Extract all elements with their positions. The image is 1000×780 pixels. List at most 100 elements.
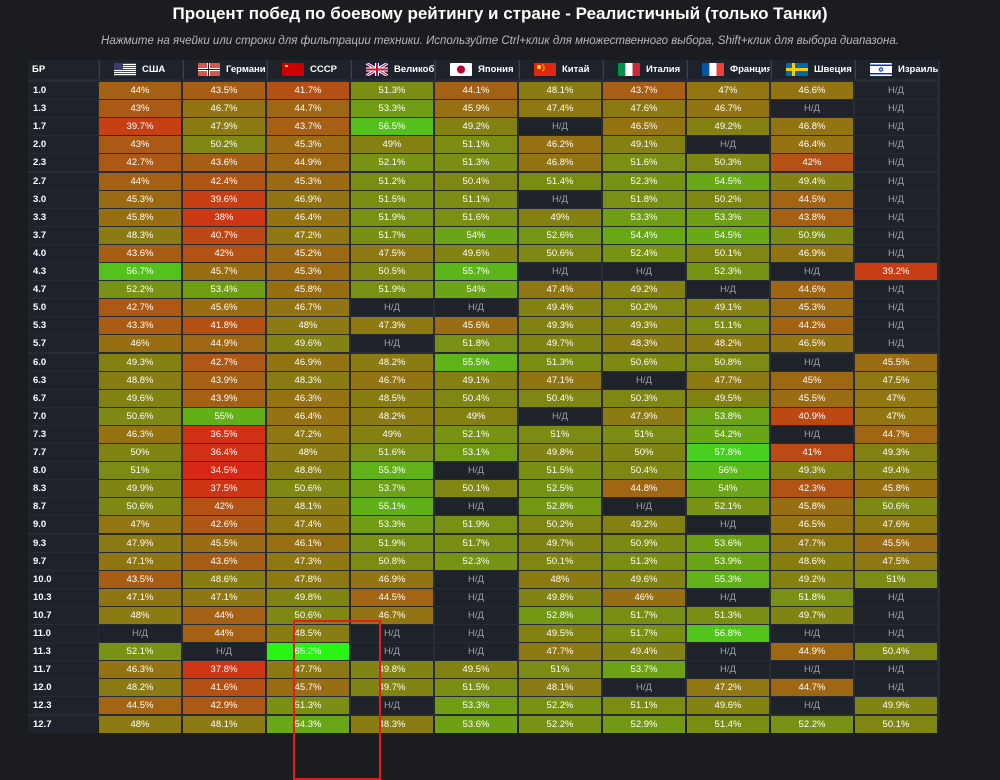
winrate-cell[interactable]: 52.8% [519, 498, 601, 516]
winrate-cell[interactable]: 51.8% [771, 588, 853, 606]
winrate-cell[interactable]: 47.9% [603, 407, 685, 425]
br-label[interactable]: 12.3 [28, 697, 98, 715]
winrate-cell[interactable]: Н/Д [855, 335, 937, 353]
br-label[interactable]: 7.7 [28, 444, 98, 461]
winrate-cell[interactable]: 49.4% [603, 643, 685, 661]
table-row[interactable]: 5.3 43.3% 41.8% 48% 47.3% 45.6% 49.3% 49.3% 51.1… [28, 317, 940, 335]
winrate-cell[interactable]: 44.7% [855, 425, 937, 443]
winrate-cell[interactable]: 51.3% [435, 154, 517, 172]
winrate-cell[interactable]: 53.7% [351, 480, 433, 498]
winrate-cell[interactable]: 49.3% [99, 353, 181, 371]
winrate-cell[interactable]: 51.3% [267, 697, 349, 715]
winrate-cell[interactable]: 51.9% [351, 281, 433, 299]
winrate-cell[interactable]: 49.8% [351, 661, 433, 679]
winrate-cell[interactable]: 44.9% [267, 154, 349, 172]
winrate-cell[interactable]: 56.8% [687, 625, 769, 642]
br-label[interactable]: 1.3 [28, 100, 98, 118]
winrate-cell[interactable]: 51.7% [351, 226, 433, 244]
table-row[interactable]: 12.3 44.5% 42.9% 51.3% Н/Д 53.3% 52.2% 51.1% 49.… [28, 697, 940, 715]
winrate-cell[interactable]: Н/Д [435, 588, 517, 606]
winrate-cell[interactable]: 53.9% [687, 552, 769, 570]
winrate-cell[interactable]: 45.3% [99, 190, 181, 208]
winrate-cell[interactable]: 51% [99, 462, 181, 480]
winrate-cell[interactable]: 47.1% [99, 552, 181, 570]
column-header-china[interactable]: Китай [519, 60, 602, 79]
table-row[interactable]: 9.0 47% 42.6% 47.4% 53.3% 51.9% 50.2% 49.2% Н/Д 4… [28, 516, 940, 534]
table-row[interactable]: 10.3 47.1% 47.1% 49.8% 44.5% Н/Д 49.8% 46% Н/Д 51… [28, 588, 940, 607]
br-label[interactable]: 2.7 [28, 172, 98, 190]
winrate-cell[interactable]: 48.1% [519, 679, 601, 697]
table-row[interactable]: 4.7 52.2% 53.4% 45.8% 51.9% 54% 47.4% 49.2% Н/Д 4… [28, 281, 940, 299]
winrate-cell[interactable]: Н/Д [771, 263, 853, 280]
winrate-cell[interactable]: 47.9% [183, 118, 265, 136]
winrate-cell[interactable]: 51.7% [603, 625, 685, 642]
winrate-cell[interactable]: 49.8% [519, 444, 601, 461]
winrate-cell[interactable]: Н/Д [855, 661, 937, 679]
winrate-cell[interactable]: 49.5% [687, 389, 769, 407]
br-label[interactable]: 7.0 [28, 407, 98, 425]
winrate-cell[interactable]: 48.1% [183, 715, 265, 733]
winrate-cell[interactable]: 46.3% [99, 661, 181, 679]
winrate-cell[interactable]: Н/Д [855, 118, 937, 136]
winrate-cell[interactable]: 54.5% [687, 226, 769, 244]
table-row[interactable]: 11.7 46.3% 37.8% 47.7% 49.8% 49.5% 51% 53.7% Н/Д… [28, 661, 940, 679]
winrate-cell[interactable]: 49.9% [99, 480, 181, 498]
br-label[interactable]: 6.3 [28, 371, 98, 389]
winrate-cell[interactable]: Н/Д [855, 154, 937, 172]
table-row[interactable]: 12.0 48.2% 41.6% 45.7% 49.7% 51.5% 48.1% Н/Д 47.… [28, 679, 940, 697]
column-header-israel[interactable]: Израиль [855, 60, 938, 79]
winrate-cell[interactable]: Н/Д [603, 371, 685, 389]
winrate-cell[interactable]: 47% [855, 389, 937, 407]
br-label[interactable]: 8.3 [28, 480, 98, 498]
winrate-cell[interactable]: 51.5% [435, 679, 517, 697]
winrate-cell[interactable]: 49.2% [771, 570, 853, 588]
winrate-cell[interactable]: 50.5% [351, 263, 433, 280]
br-label[interactable]: 9.3 [28, 534, 98, 552]
column-header-usa[interactable]: США [99, 60, 182, 79]
winrate-cell[interactable]: 48.8% [99, 371, 181, 389]
table-row[interactable]: 5.7 46% 44.9% 49.6% Н/Д 51.8% 49.7% 48.3% 48.2% 4… [28, 335, 940, 353]
winrate-cell[interactable]: Н/Д [603, 263, 685, 280]
winrate-cell[interactable]: 53.4% [183, 281, 265, 299]
winrate-cell[interactable]: 42.9% [183, 697, 265, 715]
winrate-cell[interactable]: 49.3% [771, 462, 853, 480]
winrate-cell[interactable]: 44.5% [99, 697, 181, 715]
winrate-cell[interactable]: 45.9% [435, 100, 517, 118]
winrate-cell[interactable]: 44.9% [183, 335, 265, 353]
winrate-cell[interactable]: 46.9% [267, 190, 349, 208]
winrate-cell[interactable]: Н/Д [855, 136, 937, 154]
winrate-cell[interactable]: 36.4% [183, 444, 265, 461]
winrate-cell[interactable]: 49% [351, 136, 433, 154]
winrate-cell[interactable]: 45.7% [183, 263, 265, 280]
winrate-cell[interactable]: 46.7% [351, 371, 433, 389]
winrate-cell[interactable]: 50.2% [687, 190, 769, 208]
winrate-cell[interactable]: 50% [603, 444, 685, 461]
winrate-cell[interactable]: Н/Д [435, 643, 517, 661]
winrate-cell[interactable]: 49.2% [603, 516, 685, 534]
winrate-cell[interactable]: 54% [435, 226, 517, 244]
br-label[interactable]: 8.7 [28, 498, 98, 516]
winrate-cell[interactable]: Н/Д [351, 625, 433, 642]
winrate-cell[interactable]: 65.2% [267, 643, 349, 661]
winrate-cell[interactable]: 41% [771, 444, 853, 461]
winrate-cell[interactable]: 52.3% [435, 552, 517, 570]
winrate-cell[interactable]: 48.3% [603, 335, 685, 353]
winrate-cell[interactable]: 55.5% [435, 353, 517, 371]
br-label[interactable]: 2.0 [28, 136, 98, 154]
winrate-cell[interactable]: 54% [435, 281, 517, 299]
winrate-cell[interactable]: 50.6% [603, 353, 685, 371]
winrate-cell[interactable]: 51.1% [435, 190, 517, 208]
winrate-cell[interactable]: 45.5% [855, 353, 937, 371]
winrate-cell[interactable]: 44% [183, 625, 265, 642]
winrate-cell[interactable]: 40.9% [771, 407, 853, 425]
winrate-cell[interactable]: 43% [99, 100, 181, 118]
winrate-cell[interactable]: 47.1% [519, 371, 601, 389]
winrate-cell[interactable]: 44.7% [771, 679, 853, 697]
winrate-cell[interactable]: 45.8% [267, 281, 349, 299]
winrate-cell[interactable]: 50.1% [687, 244, 769, 262]
table-row[interactable]: 12.7 48% 48.1% 54.3% 48.3% 53.6% 52.2% 52.9% 51.… [28, 715, 940, 734]
winrate-cell[interactable]: 54% [687, 480, 769, 498]
winrate-cell[interactable]: 53.1% [435, 444, 517, 461]
winrate-cell[interactable]: 47.4% [267, 516, 349, 534]
winrate-cell[interactable]: 42% [183, 498, 265, 516]
